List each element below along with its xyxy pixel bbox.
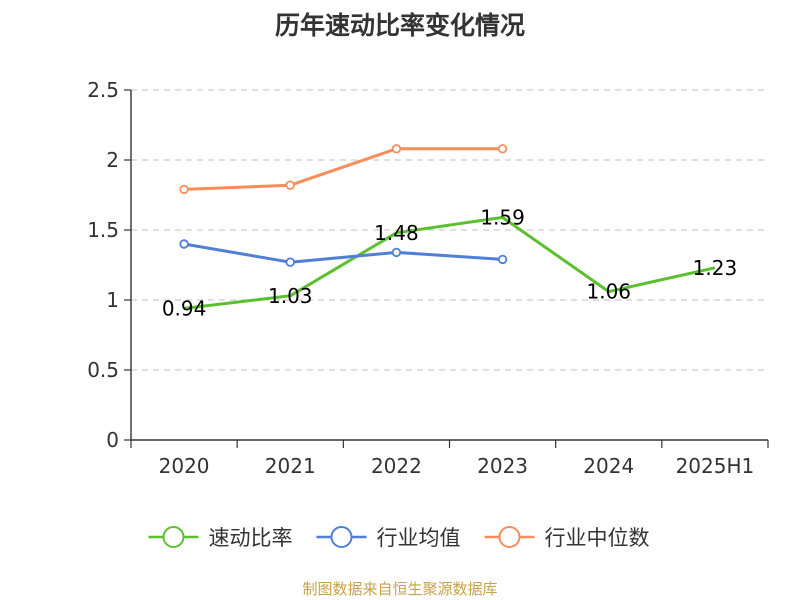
x-tick-label: 2023 [477,454,528,478]
x-tick-label: 2022 [371,454,422,478]
chart-title: 历年速动比率变化情况 [274,11,525,40]
legend-item[interactable]: 行业中位数 [484,526,650,550]
grid-lines [131,89,768,371]
x-tick-label: 2024 [583,454,634,478]
legend-swatch-marker [162,526,185,548]
series-line-2 [184,147,503,191]
x-tick-label: 2021 [265,454,316,478]
data-point [285,257,295,267]
data-label: 1.23 [693,256,738,280]
x-tick-label: 2020 [159,454,210,478]
y-tick-label: 0 [106,428,119,452]
data-label: 1.03 [268,284,313,308]
legend-label: 行业中位数 [545,526,650,550]
data-labels: 0.94 1.03 1.48 1.59 1.06 1.23 [162,205,737,320]
data-label: 1.59 [480,205,525,229]
data-point [179,184,189,195]
legend[interactable]: 速动比率 行业均值 行业中位数 [148,526,650,550]
legend-item[interactable]: 速动比率 [148,526,293,550]
data-point [497,144,508,154]
legend-label: 速动比率 [209,526,293,550]
y-tick-label: 2 [106,148,119,172]
data-label: 1.06 [586,280,631,304]
data-label: 0.94 [162,296,207,320]
data-point [497,254,508,265]
series-line-0 [183,215,716,310]
legend-item[interactable]: 行业均值 [316,526,461,550]
legend-label: 行业均值 [377,526,461,550]
data-label: 1.48 [374,221,419,245]
series-line-1 [183,242,503,264]
axes: 0 0.5 1 1.5 2 2.5 2020 2021 2022 2023 2024 2025H1 [87,78,769,478]
y-tick-label: 2.5 [87,78,119,102]
y-tick-label: 0.5 [87,358,119,382]
legend-swatch-marker [330,526,353,548]
y-tick-label: 1.5 [87,218,119,242]
y-tick-label: 1 [106,288,119,312]
source-note: 制图数据来自恒生聚源数据库 [302,580,498,598]
data-point [391,247,402,258]
data-point [285,180,295,190]
data-point [391,144,402,154]
data-point [179,239,189,249]
series-layer [179,144,716,310]
legend-swatch-marker [498,526,521,548]
x-tick-label: 2025H1 [676,454,755,478]
